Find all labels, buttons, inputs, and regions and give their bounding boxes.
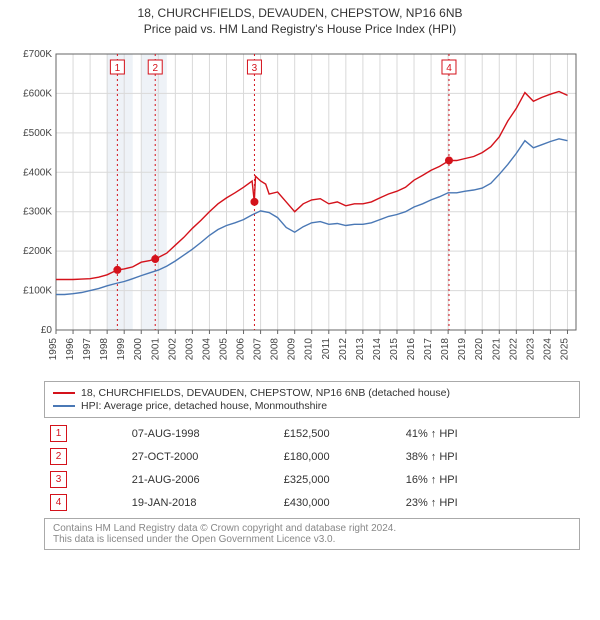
sale-badge: 2 <box>50 448 67 465</box>
svg-text:£200K: £200K <box>23 246 52 257</box>
svg-text:2: 2 <box>152 63 158 74</box>
svg-text:£500K: £500K <box>23 128 52 139</box>
svg-text:2000: 2000 <box>133 338 144 361</box>
svg-text:2014: 2014 <box>372 338 383 361</box>
price-chart: £0 £100K £200K £300K £400K £500K £600K £700K 199… <box>12 42 588 372</box>
svg-text:2001: 2001 <box>150 338 161 361</box>
svg-text:2015: 2015 <box>389 338 400 361</box>
svg-text:3: 3 <box>252 63 258 74</box>
svg-text:2018: 2018 <box>440 338 451 361</box>
sale-vs-hpi: 38% ↑ HPI <box>400 445 580 468</box>
legend-swatch <box>53 405 75 407</box>
sale-date: 19-JAN-2018 <box>126 491 278 514</box>
chart-container: £0 £100K £200K £300K £400K £500K £600K £700K 199… <box>12 42 588 375</box>
svg-text:2008: 2008 <box>270 338 281 361</box>
sale-badge: 3 <box>50 471 67 488</box>
legend-row: 18, CHURCHFIELDS, DEVAUDEN, CHEPSTOW, NP… <box>53 387 571 399</box>
svg-text:£100K: £100K <box>23 286 52 297</box>
svg-text:1998: 1998 <box>99 338 110 361</box>
legend-label: HPI: Average price, detached house, Monm… <box>81 400 327 412</box>
svg-text:1: 1 <box>115 63 121 74</box>
table-row: 4 19-JAN-2018£430,00023% ↑ HPI <box>44 491 580 514</box>
svg-text:2020: 2020 <box>474 338 485 361</box>
table-row: 1 07-AUG-1998£152,50041% ↑ HPI <box>44 422 580 445</box>
svg-text:1996: 1996 <box>65 338 76 361</box>
svg-text:2010: 2010 <box>304 338 315 361</box>
svg-text:1997: 1997 <box>82 338 93 361</box>
attribution-box: Contains HM Land Registry data © Crown c… <box>44 518 580 550</box>
svg-text:2012: 2012 <box>338 338 349 361</box>
svg-text:£0: £0 <box>41 325 53 336</box>
svg-text:2013: 2013 <box>355 338 366 361</box>
sale-price: £325,000 <box>278 468 400 491</box>
svg-text:2005: 2005 <box>218 338 229 361</box>
svg-text:2025: 2025 <box>559 338 570 361</box>
svg-text:£700K: £700K <box>23 49 52 60</box>
svg-text:2003: 2003 <box>184 338 195 361</box>
svg-text:2021: 2021 <box>491 338 502 361</box>
sale-price: £430,000 <box>278 491 400 514</box>
sale-vs-hpi: 41% ↑ HPI <box>400 422 580 445</box>
sales-table: 1 07-AUG-1998£152,50041% ↑ HPI 2 27-OCT-200… <box>44 422 580 514</box>
legend-row: HPI: Average price, detached house, Monm… <box>53 400 571 412</box>
legend-label: 18, CHURCHFIELDS, DEVAUDEN, CHEPSTOW, NP… <box>81 387 450 399</box>
svg-text:£400K: £400K <box>23 167 52 178</box>
svg-text:1999: 1999 <box>116 338 127 361</box>
svg-text:2004: 2004 <box>201 338 212 361</box>
sale-date: 21-AUG-2006 <box>126 468 278 491</box>
svg-text:2023: 2023 <box>525 338 536 361</box>
svg-text:2016: 2016 <box>406 338 417 361</box>
sale-vs-hpi: 16% ↑ HPI <box>400 468 580 491</box>
svg-text:2019: 2019 <box>457 338 468 361</box>
attribution-line-1: Contains HM Land Registry data © Crown c… <box>53 523 571 534</box>
svg-text:£600K: £600K <box>23 88 52 99</box>
sale-price: £152,500 <box>278 422 400 445</box>
chart-legend: 18, CHURCHFIELDS, DEVAUDEN, CHEPSTOW, NP… <box>44 381 580 418</box>
sale-vs-hpi: 23% ↑ HPI <box>400 491 580 514</box>
svg-text:1995: 1995 <box>48 338 59 361</box>
table-row: 3 21-AUG-2006£325,00016% ↑ HPI <box>44 468 580 491</box>
sale-badge: 4 <box>50 494 67 511</box>
svg-text:2011: 2011 <box>321 338 332 360</box>
sale-badge: 1 <box>50 425 67 442</box>
svg-text:2007: 2007 <box>253 338 264 361</box>
svg-text:2002: 2002 <box>167 338 178 361</box>
svg-text:2017: 2017 <box>423 338 434 361</box>
legend-swatch <box>53 392 75 394</box>
svg-text:4: 4 <box>446 63 452 74</box>
chart-subtitle: Price paid vs. HM Land Registry's House … <box>8 22 592 36</box>
attribution-line-2: This data is licensed under the Open Gov… <box>53 534 571 545</box>
chart-title: 18, CHURCHFIELDS, DEVAUDEN, CHEPSTOW, NP… <box>8 6 592 20</box>
svg-text:2006: 2006 <box>236 338 247 361</box>
sale-date: 07-AUG-1998 <box>126 422 278 445</box>
svg-text:2022: 2022 <box>508 338 519 361</box>
svg-text:2009: 2009 <box>287 338 298 361</box>
sale-date: 27-OCT-2000 <box>126 445 278 468</box>
sale-price: £180,000 <box>278 445 400 468</box>
svg-text:2024: 2024 <box>542 338 553 361</box>
table-row: 2 27-OCT-2000£180,00038% ↑ HPI <box>44 445 580 468</box>
svg-text:£300K: £300K <box>23 207 52 218</box>
